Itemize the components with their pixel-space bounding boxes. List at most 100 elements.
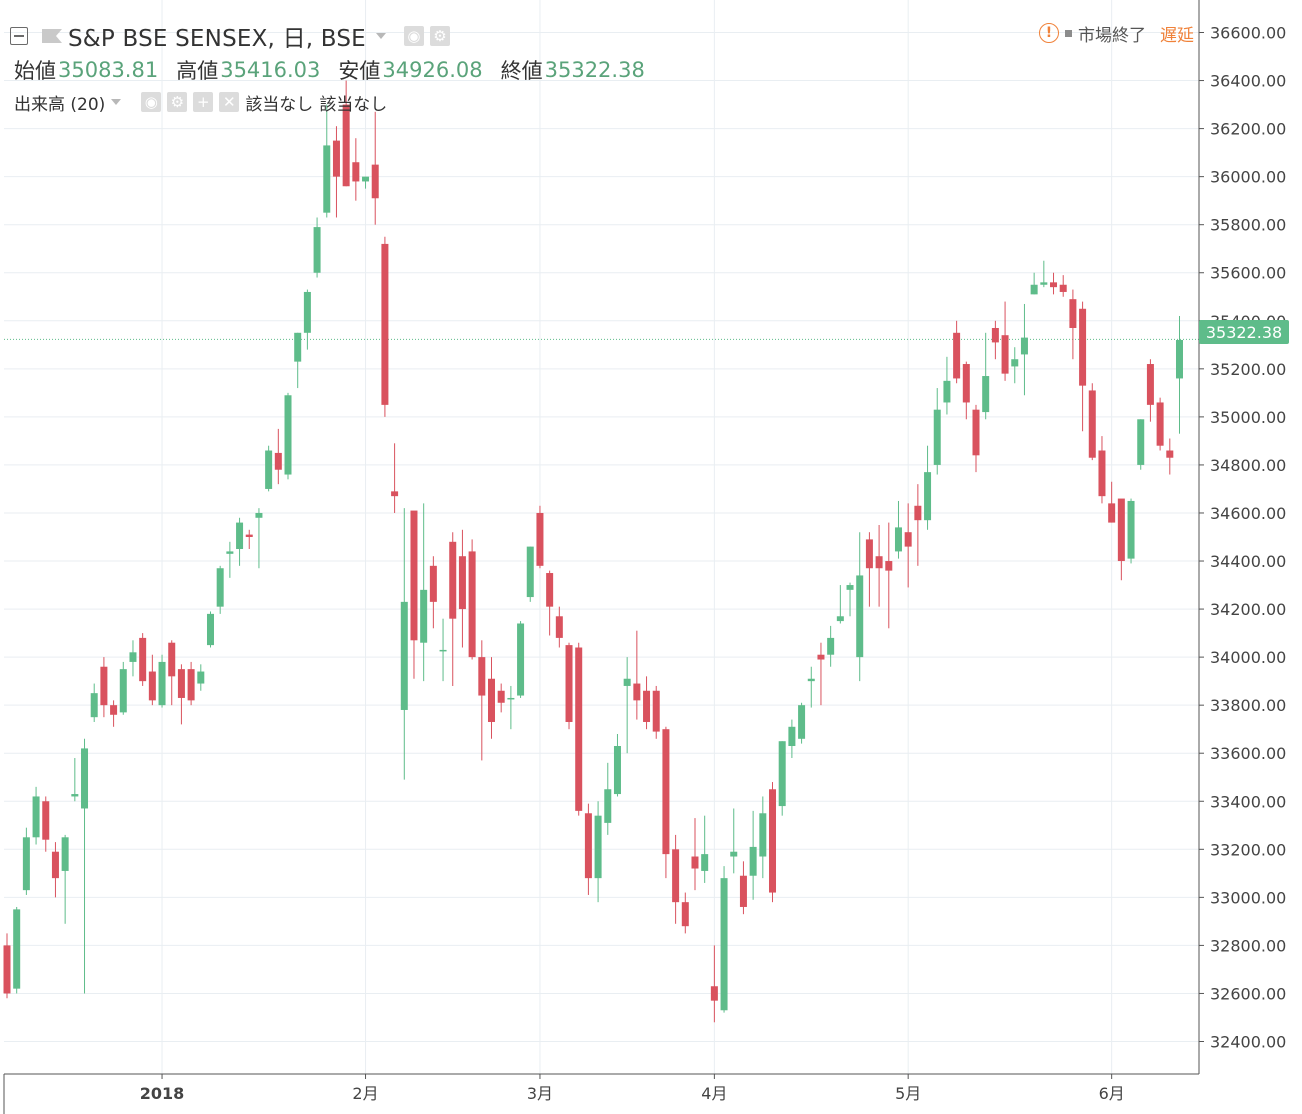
candle[interactable] <box>652 685 660 739</box>
candle[interactable] <box>720 866 728 1013</box>
candle[interactable] <box>807 666 815 708</box>
candle[interactable] <box>420 503 428 682</box>
candle[interactable] <box>613 733 621 797</box>
candle[interactable] <box>1001 301 1009 381</box>
chevron-down-icon[interactable] <box>111 99 122 105</box>
gear-icon[interactable]: ⚙ <box>429 26 450 46</box>
candle[interactable] <box>429 556 437 629</box>
candle[interactable] <box>51 842 59 898</box>
candle[interactable] <box>769 782 777 903</box>
gear-icon[interactable]: ⚙ <box>167 92 188 112</box>
candle[interactable] <box>255 508 263 569</box>
candle[interactable] <box>623 657 631 754</box>
candle[interactable] <box>1175 315 1183 434</box>
candle[interactable] <box>110 700 118 727</box>
candle[interactable] <box>672 834 680 924</box>
candle[interactable] <box>148 654 156 706</box>
candle[interactable] <box>584 803 592 895</box>
candle[interactable] <box>187 661 195 706</box>
candle[interactable] <box>633 630 641 720</box>
candle[interactable] <box>517 621 525 698</box>
candle[interactable] <box>972 404 980 473</box>
candle[interactable] <box>507 685 515 730</box>
candle[interactable] <box>778 741 786 816</box>
candle[interactable] <box>1020 303 1028 396</box>
candle[interactable] <box>1117 498 1125 581</box>
candle[interactable] <box>1069 289 1077 360</box>
chevron-down-icon[interactable] <box>375 33 386 39</box>
candle[interactable] <box>1088 383 1096 461</box>
candle[interactable] <box>71 758 79 802</box>
candle[interactable] <box>662 726 670 879</box>
candle[interactable] <box>1146 359 1154 422</box>
eye-icon[interactable]: ◉ <box>141 92 162 112</box>
candle[interactable] <box>81 738 89 994</box>
candle[interactable] <box>274 428 282 485</box>
candle[interactable] <box>565 642 573 730</box>
candle[interactable] <box>730 808 738 874</box>
candle[interactable] <box>313 217 321 278</box>
candle[interactable] <box>478 640 486 761</box>
candle[interactable] <box>788 719 796 759</box>
candle[interactable] <box>933 388 941 475</box>
candle[interactable] <box>536 505 544 569</box>
candle[interactable] <box>546 570 554 636</box>
candle[interactable] <box>594 801 602 903</box>
candle[interactable] <box>681 892 689 934</box>
candle[interactable] <box>875 524 883 607</box>
candle[interactable] <box>216 565 224 614</box>
candle[interactable] <box>1108 481 1116 523</box>
candle[interactable] <box>197 664 205 691</box>
candle[interactable] <box>458 529 466 648</box>
candle[interactable] <box>342 80 350 187</box>
candle[interactable] <box>865 532 873 607</box>
candle[interactable] <box>604 762 612 835</box>
candle[interactable] <box>449 532 457 686</box>
candle[interactable] <box>710 945 718 1023</box>
candle[interactable] <box>119 661 127 715</box>
candle[interactable] <box>526 546 534 602</box>
candle[interactable] <box>962 361 970 420</box>
candle[interactable] <box>1166 438 1174 475</box>
candle[interactable] <box>32 786 40 845</box>
candle[interactable] <box>701 815 709 883</box>
candle[interactable] <box>846 582 854 617</box>
candle[interactable] <box>827 625 835 667</box>
candle[interactable] <box>1079 301 1087 432</box>
candle[interactable] <box>468 539 476 660</box>
candle[interactable] <box>914 484 922 566</box>
eye-icon[interactable]: ◉ <box>403 26 424 46</box>
candle[interactable] <box>836 585 844 624</box>
candle[interactable] <box>739 861 747 915</box>
candle[interactable] <box>61 834 69 924</box>
candle[interactable] <box>439 618 447 682</box>
candle[interactable] <box>798 702 806 744</box>
candle[interactable] <box>236 517 244 566</box>
delay-label[interactable]: 遅延 <box>1160 25 1194 46</box>
candle[interactable] <box>177 664 185 725</box>
candle[interactable] <box>991 320 999 360</box>
candle[interactable] <box>303 289 311 350</box>
symbol-title[interactable]: S&P BSE SENSEX, 日, BSE <box>68 26 366 52</box>
volume-label[interactable]: 出来高 (20) <box>14 94 106 115</box>
candle[interactable] <box>1040 260 1048 288</box>
candle[interactable] <box>691 818 699 891</box>
candle[interactable] <box>555 606 563 648</box>
candle[interactable] <box>410 510 418 679</box>
candle[interactable] <box>265 445 273 492</box>
candle[interactable] <box>817 642 825 706</box>
close-icon[interactable]: ✕ <box>219 92 240 112</box>
candle[interactable] <box>158 654 166 708</box>
candle[interactable] <box>759 796 767 879</box>
candle[interactable] <box>90 683 98 722</box>
candle[interactable] <box>22 827 30 895</box>
collapse-icon[interactable] <box>10 27 28 45</box>
candle[interactable] <box>362 176 370 189</box>
candle[interactable] <box>894 500 902 559</box>
candle[interactable] <box>943 356 951 415</box>
candle[interactable] <box>400 508 408 780</box>
candle[interactable] <box>497 683 505 713</box>
candle[interactable] <box>371 111 379 225</box>
candle[interactable] <box>924 445 932 530</box>
warning-icon[interactable]: ! <box>1039 23 1059 43</box>
